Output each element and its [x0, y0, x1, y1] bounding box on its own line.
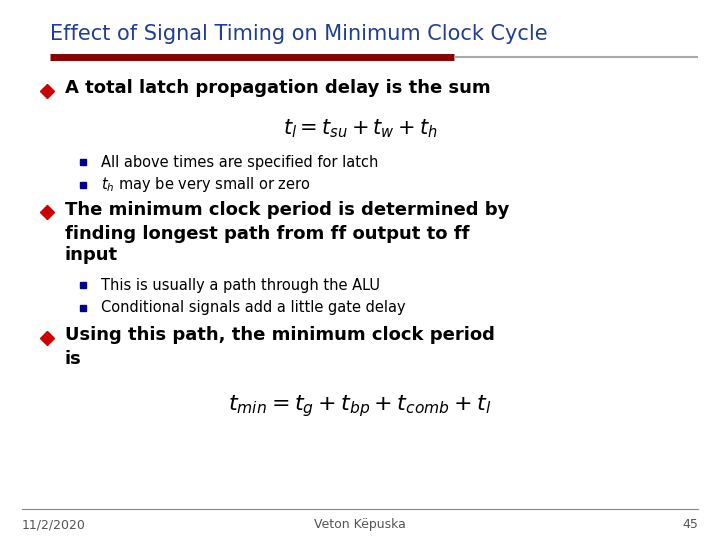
Text: Conditional signals add a little gate delay: Conditional signals add a little gate de…	[101, 300, 405, 315]
Text: $t_{min} = t_g + t_{bp} + t_{comb} + t_l$: $t_{min} = t_g + t_{bp} + t_{comb} + t_l…	[228, 393, 492, 419]
Text: Effect of Signal Timing on Minimum Clock Cycle: Effect of Signal Timing on Minimum Clock…	[50, 24, 548, 44]
Text: finding longest path from ff output to ff: finding longest path from ff output to f…	[65, 225, 469, 243]
Text: is: is	[65, 350, 81, 368]
Text: Veton Këpuska: Veton Këpuska	[314, 518, 406, 531]
Text: input: input	[65, 246, 118, 265]
Text: 45: 45	[683, 518, 698, 531]
Text: 11/2/2020: 11/2/2020	[22, 518, 86, 531]
Text: Using this path, the minimum clock period: Using this path, the minimum clock perio…	[65, 326, 495, 344]
Text: $t_h$ may be very small or zero: $t_h$ may be very small or zero	[101, 175, 310, 194]
Text: The minimum clock period is determined by: The minimum clock period is determined b…	[65, 200, 509, 219]
Text: $t_l = t_{su} + t_w + t_h$: $t_l = t_{su} + t_w + t_h$	[283, 117, 437, 140]
Text: This is usually a path through the ALU: This is usually a path through the ALU	[101, 278, 380, 293]
Text: All above times are specified for latch: All above times are specified for latch	[101, 154, 378, 170]
Text: A total latch propagation delay is the sum: A total latch propagation delay is the s…	[65, 79, 490, 97]
